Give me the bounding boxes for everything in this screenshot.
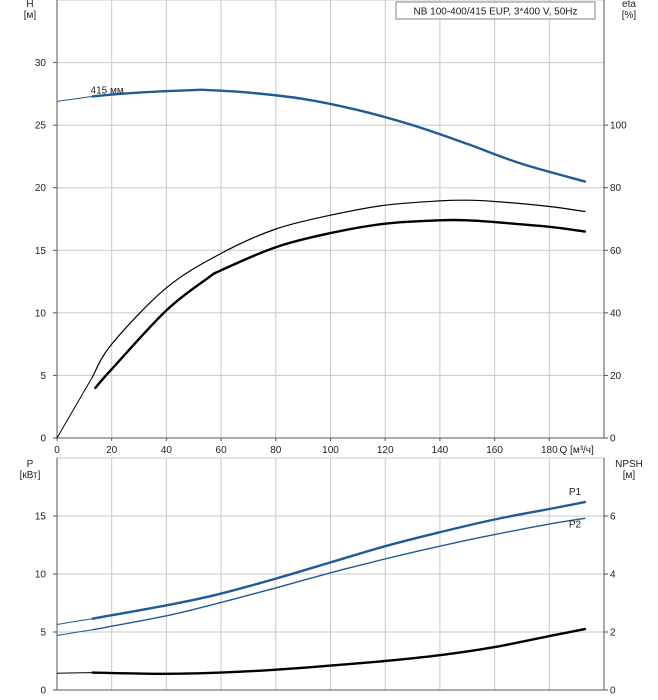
- right-axis-unit: [м]: [623, 470, 636, 481]
- left-tick-label: 0: [40, 686, 46, 697]
- chart-title-box: [395, 1, 596, 20]
- series-line-h-extension: [56, 95, 94, 102]
- left-tick-label: 5: [40, 371, 46, 382]
- x-tick-label: 0: [54, 445, 60, 456]
- left-tick-label: 15: [35, 512, 47, 523]
- series-label-p1: P1: [569, 487, 582, 498]
- series-label-p2: P2: [569, 519, 582, 530]
- bottom-series: [56, 500, 587, 675]
- left-tick-label: 5: [40, 628, 46, 639]
- right-axis-title: NPSH: [615, 459, 643, 470]
- x-tick-label: 80: [270, 445, 282, 456]
- x-tick-label: 20: [106, 445, 118, 456]
- right-tick-label: 0: [610, 434, 616, 445]
- bottom-labels: 0 5 10 15 0 2 4 6 P[кВт] NPSH[м] P1 P2: [20, 459, 643, 697]
- right-tick-label: 20: [610, 371, 622, 382]
- right-axis-unit: [%]: [622, 10, 637, 21]
- series-line-p1-extension: [56, 618, 94, 625]
- x-tick-label: 140: [432, 445, 449, 456]
- power-npsh-panel: 0 5 10 15 0 2 4 6 P[кВт] NPSH[м] P1 P2: [20, 457, 643, 697]
- left-tick-label: 30: [35, 58, 47, 69]
- left-tick-label: 15: [35, 246, 47, 257]
- right-tick-label: 2: [610, 628, 616, 639]
- x-tick-label: 60: [216, 445, 228, 456]
- curve-annotation: 415 мм: [91, 85, 124, 96]
- left-tick-label: 10: [35, 570, 47, 581]
- series-line-eta-thin-extension: [56, 376, 94, 439]
- left-tick-label: 0: [40, 434, 46, 445]
- left-axis-title: P: [27, 459, 34, 470]
- series-line-h: [91, 88, 587, 183]
- right-tick-label: 0: [610, 686, 616, 697]
- left-axis-unit: [м]: [24, 10, 37, 21]
- right-tick-label: 6: [610, 512, 616, 523]
- x-tick-label: 180: [541, 445, 558, 456]
- x-tick-label: 40: [161, 445, 173, 456]
- left-tick-label: 20: [35, 183, 47, 194]
- series-line-eta-thin: [92, 199, 586, 378]
- right-tick-label: 4: [610, 570, 616, 581]
- left-axis-unit: [кВт]: [20, 470, 41, 481]
- right-tick-label: 60: [610, 246, 622, 257]
- x-axis-label: Q [м³/ч]: [559, 445, 594, 456]
- x-tick-label: 120: [377, 445, 394, 456]
- series-line-eta-thick: [94, 218, 587, 390]
- series-line-npsh-extension: [56, 672, 94, 674]
- right-tick-label: 40: [610, 308, 622, 319]
- chart-title: NB 100-400/415 EUP, 3*400 V, 50Hz: [413, 7, 577, 18]
- series-line-p2: [91, 517, 586, 631]
- x-tick-label: 100: [322, 445, 339, 456]
- left-tick-label: 25: [35, 121, 47, 132]
- right-tick-label: 100: [610, 121, 627, 132]
- series-line-p1: [91, 500, 587, 620]
- left-tick-label: 10: [35, 308, 47, 319]
- bottom-grid: [56, 457, 605, 691]
- top-series: [56, 88, 587, 439]
- right-axis-title: eta: [622, 0, 636, 10]
- top-labels: 0 5 10 15 20 25 30 0 20 40 60 80 100 0 20 40 60 80 100 120 1…: [24, 0, 637, 456]
- series-line-p2-extension: [56, 629, 94, 636]
- series-line-npsh: [91, 627, 587, 675]
- top-grid: [56, 0, 605, 439]
- left-axis-title: H: [26, 0, 33, 10]
- pump-curve-panel: 0 5 10 15 20 25 30 0 20 40 60 80 100 0 20 40 60 80 100 120 1…: [24, 0, 637, 456]
- right-tick-label: 80: [610, 183, 622, 194]
- x-tick-label: 160: [486, 445, 503, 456]
